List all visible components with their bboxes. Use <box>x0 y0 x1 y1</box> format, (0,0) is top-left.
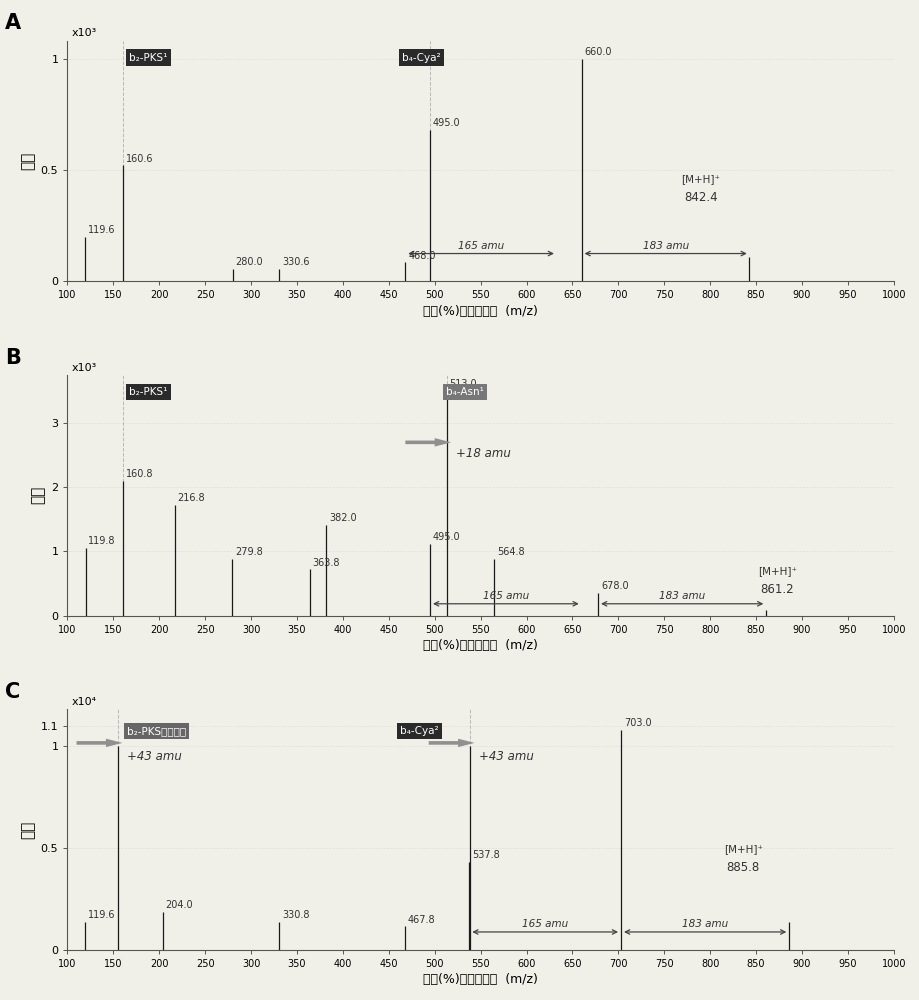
Text: 330.6: 330.6 <box>281 257 309 267</box>
Polygon shape <box>76 739 122 747</box>
Polygon shape <box>405 438 450 447</box>
Text: b₂-PKS氮甲酰基: b₂-PKS氮甲酰基 <box>127 726 186 736</box>
X-axis label: 计数(%)对比质荷比  (m/z): 计数(%)对比质荷比 (m/z) <box>423 639 538 652</box>
Text: 330.8: 330.8 <box>282 910 309 920</box>
Text: b₄-Asn¹: b₄-Asn¹ <box>446 387 483 397</box>
Text: 513.0: 513.0 <box>448 379 476 389</box>
Text: 537.8: 537.8 <box>471 850 499 860</box>
Text: +18 amu: +18 amu <box>455 447 510 460</box>
Text: 468.0: 468.0 <box>408 251 435 261</box>
Text: 467.8: 467.8 <box>407 915 435 925</box>
Y-axis label: 强度: 强度 <box>20 152 35 170</box>
Text: [M+H]⁺: [M+H]⁺ <box>681 174 720 184</box>
Text: 703.0: 703.0 <box>623 718 651 728</box>
Text: 885.8: 885.8 <box>726 861 759 874</box>
Text: [M+H]⁺: [M+H]⁺ <box>757 566 796 576</box>
Text: 160.6: 160.6 <box>126 154 153 164</box>
Text: 183 amu: 183 amu <box>658 591 705 601</box>
Text: 119.6: 119.6 <box>88 910 116 920</box>
Text: C: C <box>6 682 20 702</box>
Text: +43 amu: +43 amu <box>479 750 534 763</box>
Text: b₄-Cya²: b₄-Cya² <box>400 726 438 736</box>
Text: x10⁴: x10⁴ <box>72 697 96 707</box>
Y-axis label: 强度: 强度 <box>30 486 46 504</box>
Text: 165 amu: 165 amu <box>521 919 568 929</box>
Text: 279.8: 279.8 <box>235 547 263 557</box>
Text: b₂-PKS¹: b₂-PKS¹ <box>130 387 167 397</box>
Text: 165 amu: 165 amu <box>458 241 504 251</box>
Text: 678.0: 678.0 <box>600 581 628 591</box>
Text: 204.0: 204.0 <box>165 900 193 910</box>
Text: b₄-Cya²: b₄-Cya² <box>402 53 440 63</box>
Text: 363.8: 363.8 <box>312 558 339 568</box>
Text: A: A <box>6 13 21 33</box>
Text: 564.8: 564.8 <box>496 547 524 557</box>
Text: 216.8: 216.8 <box>177 493 205 503</box>
Text: B: B <box>6 348 21 368</box>
Text: 160.8: 160.8 <box>126 469 153 479</box>
Text: 842.4: 842.4 <box>684 191 717 204</box>
Text: 495.0: 495.0 <box>432 118 460 128</box>
X-axis label: 计数(%)对比质荷比  (m/z): 计数(%)对比质荷比 (m/z) <box>423 305 538 318</box>
Text: [M+H]⁺: [M+H]⁺ <box>723 844 762 854</box>
Text: x10³: x10³ <box>72 28 96 38</box>
Text: 119.6: 119.6 <box>88 225 116 235</box>
Text: 165 amu: 165 amu <box>482 591 528 601</box>
Polygon shape <box>428 739 474 747</box>
X-axis label: 计数(%)对比质荷比  (m/z): 计数(%)对比质荷比 (m/z) <box>423 973 538 986</box>
Text: 861.2: 861.2 <box>760 583 793 596</box>
Y-axis label: 强度: 强度 <box>20 820 35 839</box>
Text: 119.8: 119.8 <box>88 536 116 546</box>
Text: 280.0: 280.0 <box>235 257 263 267</box>
Text: +43 amu: +43 amu <box>127 750 182 763</box>
Text: 183 amu: 183 amu <box>681 919 728 929</box>
Text: 183 amu: 183 amu <box>641 241 688 251</box>
Text: x10³: x10³ <box>72 363 96 373</box>
Text: b₂-PKS¹: b₂-PKS¹ <box>130 53 167 63</box>
Text: 495.0: 495.0 <box>432 532 460 542</box>
Text: 382.0: 382.0 <box>329 513 357 523</box>
Text: 660.0: 660.0 <box>584 47 611 57</box>
